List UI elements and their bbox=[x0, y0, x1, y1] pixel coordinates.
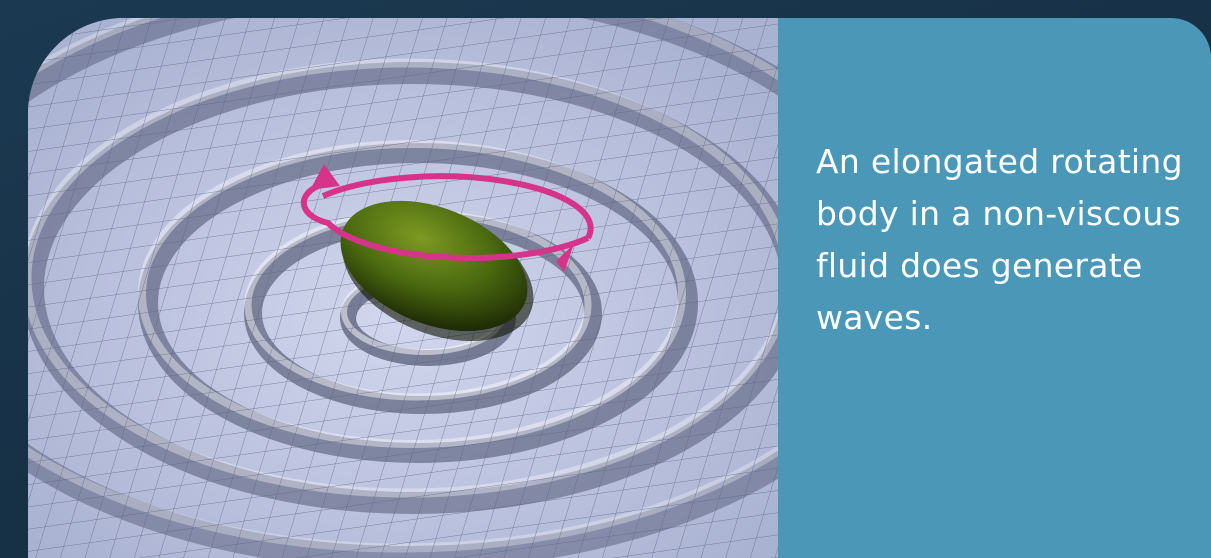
caption-panel: An elongated rotating body in a non-visc… bbox=[778, 18, 1211, 558]
wave-surface-graphic bbox=[28, 18, 778, 558]
caption-text: An elongated rotating body in a non-visc… bbox=[816, 136, 1196, 344]
wave-illustration bbox=[28, 18, 778, 558]
